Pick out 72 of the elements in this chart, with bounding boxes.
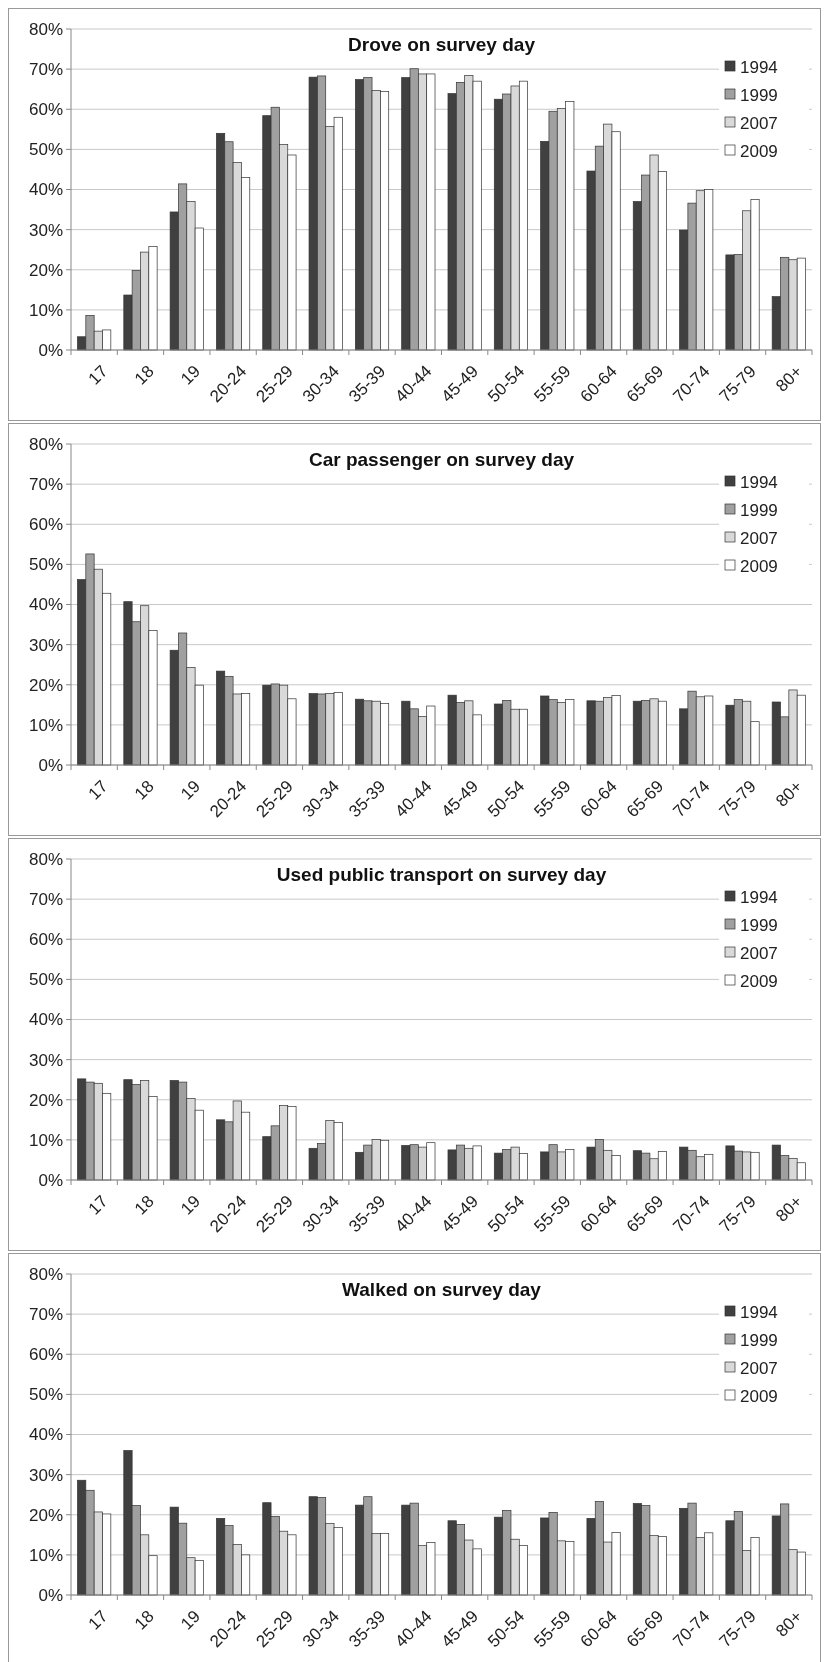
y-tick-label: 40%: [28, 180, 63, 200]
y-tick-label: 70%: [28, 1305, 63, 1325]
x-tick-label: 80+: [772, 1606, 807, 1641]
x-tick-label: 18: [130, 1191, 158, 1219]
y-tick-label: 80%: [28, 434, 63, 454]
legend-label: 1999: [740, 500, 778, 520]
legend-label: 2007: [740, 943, 778, 963]
legend-label: 2009: [740, 556, 778, 576]
chart-title: Walked on survey day: [342, 1279, 542, 1300]
y-tick-label: 0%: [38, 1170, 63, 1190]
legend-label: 2007: [740, 113, 778, 133]
x-tick-label: 80+: [772, 776, 807, 811]
y-tick-label: 0%: [38, 1585, 63, 1605]
y-tick-label: 60%: [28, 515, 63, 535]
y-tick-label: 40%: [28, 1010, 63, 1030]
y-tick-label: 20%: [28, 1505, 63, 1525]
chart-title: Used public transport on survey day: [276, 864, 607, 885]
legend-label: 2009: [740, 141, 778, 161]
legend-label: 1994: [740, 1302, 778, 1322]
y-tick-label: 60%: [28, 930, 63, 950]
y-tick-label: 50%: [28, 140, 63, 160]
legend-label: 1999: [740, 1330, 778, 1350]
y-tick-label: 10%: [28, 1130, 63, 1150]
legend-label: 2007: [740, 528, 778, 548]
legend-label: 1994: [740, 57, 778, 77]
x-tick-label: 17: [84, 1606, 112, 1634]
x-tick-label: 19: [177, 1191, 205, 1219]
y-tick-label: 0%: [38, 755, 63, 775]
y-tick-label: 70%: [28, 60, 63, 80]
y-tick-label: 60%: [28, 1345, 63, 1365]
y-tick-label: 30%: [28, 1465, 63, 1485]
y-tick-label: 30%: [28, 1050, 63, 1070]
x-tick-label: 18: [130, 361, 158, 389]
y-tick-label: 10%: [28, 715, 63, 735]
x-tick-label: 80+: [772, 361, 807, 396]
legend-label: 2009: [740, 971, 778, 991]
y-tick-label: 50%: [28, 1385, 63, 1405]
x-tick-label: 19: [177, 776, 205, 804]
y-tick-label: 30%: [28, 635, 63, 655]
y-tick-label: 20%: [28, 1090, 63, 1110]
chart-title: Car passenger on survey day: [308, 449, 575, 470]
x-tick-label: 19: [177, 1606, 205, 1634]
legend-label: 2007: [740, 1358, 778, 1378]
x-tick-label: 17: [84, 1191, 112, 1219]
y-tick-label: 10%: [28, 1545, 63, 1565]
legend-label: 1994: [740, 887, 778, 907]
y-tick-label: 60%: [28, 100, 63, 120]
legend-label: 1994: [740, 472, 778, 492]
y-tick-label: 70%: [28, 890, 63, 910]
y-tick-label: 80%: [28, 849, 63, 869]
y-tick-label: 70%: [28, 475, 63, 495]
y-tick-label: 50%: [28, 555, 63, 575]
x-tick-label: 17: [84, 776, 112, 804]
y-tick-label: 0%: [38, 340, 63, 360]
y-tick-label: 80%: [28, 1264, 63, 1284]
x-tick-label: 18: [130, 776, 158, 804]
y-tick-label: 10%: [28, 300, 63, 320]
y-tick-label: 80%: [28, 19, 63, 39]
legend-label: 2009: [740, 1386, 778, 1406]
legend-label: 1999: [740, 915, 778, 935]
legend-label: 1999: [740, 85, 778, 105]
x-tick-label: 18: [130, 1606, 158, 1634]
y-tick-label: 40%: [28, 1425, 63, 1445]
chart-title: Drove on survey day: [348, 34, 536, 55]
y-tick-label: 40%: [28, 595, 63, 615]
x-tick-label: 19: [177, 361, 205, 389]
x-tick-label: 80+: [772, 1191, 807, 1226]
y-tick-label: 20%: [28, 260, 63, 280]
x-tick-label: 17: [84, 361, 112, 389]
y-tick-label: 50%: [28, 970, 63, 990]
y-tick-label: 30%: [28, 220, 63, 240]
y-tick-label: 20%: [28, 675, 63, 695]
